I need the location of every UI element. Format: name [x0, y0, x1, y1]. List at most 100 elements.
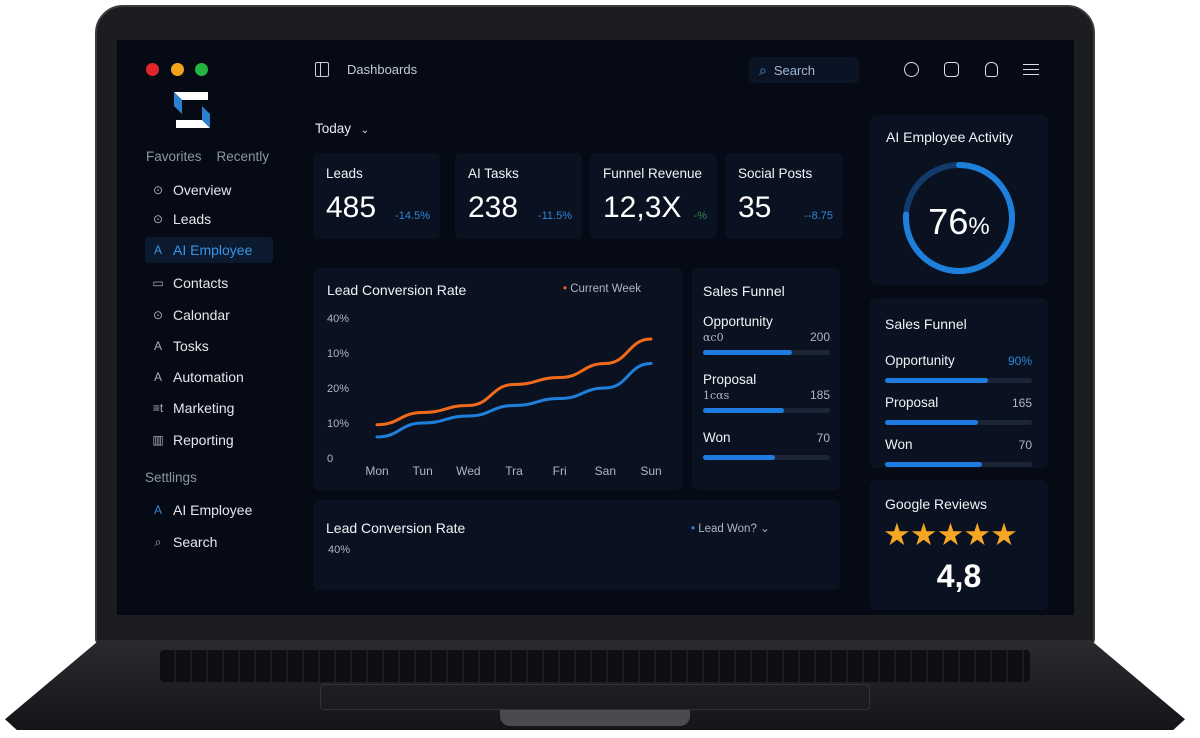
- kpi-change: -11.5%: [537, 210, 572, 222]
- stage-label: Won: [885, 437, 913, 452]
- marketing-icon: ≡t: [152, 401, 164, 415]
- kpi-value: 485: [326, 191, 377, 224]
- chart-legend: • Current Week: [563, 283, 641, 295]
- nav-label: AI Employee: [173, 242, 253, 258]
- nav-label: Reporting: [173, 432, 234, 448]
- nav-label: Calondar: [173, 307, 230, 323]
- sidebar-item-automation[interactable]: A Automation: [145, 364, 250, 390]
- activity-gauge: [903, 162, 1015, 274]
- circle-dot-icon: ⊙: [152, 212, 164, 226]
- nav-label: Automation: [173, 369, 244, 385]
- lead-won-filter[interactable]: • Lead Won? ⌄: [691, 523, 770, 535]
- x-tick-label: San: [595, 464, 616, 478]
- kpi-card[interactable]: Leads 485 -14.5%: [313, 153, 440, 239]
- x-tick-label: Wed: [456, 464, 480, 478]
- stage-label: Proposal: [703, 372, 757, 387]
- kpi-card[interactable]: AI Tasks 238 -11.5%: [455, 153, 582, 239]
- period-label: Today: [315, 121, 352, 136]
- kpi-card[interactable]: Funnel Revenue 12,3X -%: [590, 153, 717, 239]
- search-icon: ⌕: [759, 61, 767, 78]
- kpi-card[interactable]: Social Posts 35 --8.75: [725, 153, 843, 239]
- reviews-title: Google Reviews: [885, 496, 987, 512]
- series-line-current-week: [375, 337, 653, 427]
- app-logo: [174, 92, 210, 128]
- kpi-change: -%: [693, 210, 707, 222]
- tab-recently[interactable]: Recently: [216, 149, 270, 164]
- bottom-chart-card: Lead Conversion Rate 40% • Lead Won? ⌄: [313, 500, 840, 590]
- funnel2-title: Sales Funnel: [885, 316, 967, 332]
- minimize-window-button[interactable]: [171, 63, 184, 76]
- history-icon[interactable]: [904, 62, 919, 77]
- sidebar-item-reporting[interactable]: ▥ Reporting: [145, 427, 240, 453]
- sidebar-item-leads[interactable]: ⊙ Leads: [145, 206, 217, 232]
- close-window-button[interactable]: [146, 63, 159, 76]
- circle-dot-icon: ⊙: [152, 183, 164, 197]
- funnel-stage: Proposal 1cαs 185: [703, 372, 830, 413]
- nav-label: Overview: [173, 182, 232, 198]
- stage-label: Proposal: [885, 395, 939, 410]
- stage-label: Opportunity: [703, 314, 773, 329]
- x-tick-label: Tun: [413, 464, 433, 478]
- settings-heading: Settlings: [145, 470, 197, 485]
- stage-value: 90%: [1007, 354, 1032, 368]
- y-tick-label: 10%: [327, 418, 349, 430]
- x-tick-label: Sun: [640, 464, 661, 478]
- lead-conversion-chart: Lead Conversion Rate • Current Week 40% 1…: [313, 268, 683, 490]
- activity-unit: %: [968, 213, 990, 240]
- legend-label: Current Week: [570, 283, 641, 295]
- ai-icon: A: [153, 243, 162, 257]
- sales-funnel-card: Sales Funnel Opportunity αc0 200 Proposal…: [692, 268, 840, 490]
- notification-bell-icon[interactable]: [985, 62, 998, 77]
- nav-label: Marketing: [173, 400, 235, 416]
- kpi-change: -14.5%: [395, 210, 430, 222]
- ai-icon: A: [153, 503, 162, 517]
- stage-value: 185: [809, 388, 830, 402]
- star-rating-icons: ★★★★★: [883, 517, 1018, 552]
- stage-value: 70: [816, 431, 830, 445]
- sidebar-item-contacts[interactable]: ▭ Contacts: [145, 270, 234, 296]
- funnel-stage: Won 70: [703, 430, 830, 460]
- kpi-label: AI Tasks: [468, 166, 519, 181]
- funnel-stage: Won 70: [885, 437, 1032, 467]
- settings-item-search[interactable]: ⌕ Search: [145, 529, 223, 555]
- stage-progress-bar: [703, 455, 830, 460]
- kpi-change: --8.75: [804, 210, 833, 222]
- ai-activity-card: AI Employee Activity 76%: [870, 115, 1048, 285]
- kpi-value: 35: [738, 191, 772, 224]
- sidebar-item-marketing[interactable]: ≡t Marketing: [145, 395, 240, 421]
- sidebar-item-overview[interactable]: ⊙ Overview: [145, 177, 237, 203]
- y-tick-label: 40%: [327, 313, 349, 325]
- search-input[interactable]: ⌕ Search: [749, 57, 859, 83]
- nav-label: AI Employee: [173, 502, 253, 518]
- sidebar-item-calondar[interactable]: ⊙ Calondar: [145, 302, 236, 328]
- activity-number: 76: [928, 201, 969, 242]
- sidebar-item-tosks[interactable]: A Tosks: [145, 333, 215, 359]
- keyboard: [160, 650, 1030, 682]
- sidebar-toggle-icon[interactable]: [315, 62, 329, 77]
- funnel-stage: Opportunity αc0 200: [703, 314, 830, 355]
- stage-progress-bar: [885, 462, 1032, 467]
- google-reviews-card: Google Reviews ★★★★★ 4,8: [870, 480, 1048, 610]
- period-select[interactable]: Today ⌄: [315, 121, 369, 136]
- stage-value: 200: [809, 330, 830, 344]
- line-chart-svg: 40% 10% 20% 10% 0 Mon Tun Wed Tra Fri San Sun: [327, 313, 662, 478]
- search-placeholder: Search: [773, 62, 816, 78]
- kpi-label: Social Posts: [738, 166, 813, 181]
- contacts-icon: ▭: [152, 276, 164, 290]
- trackpad: [320, 684, 870, 710]
- rating-value: 4,8: [936, 558, 982, 594]
- menu-icon[interactable]: [1023, 64, 1039, 75]
- stage-value: 165: [1011, 396, 1032, 410]
- stage-value: 70: [1018, 438, 1032, 452]
- x-tick-label: Tra: [505, 464, 523, 478]
- settings-icon[interactable]: [944, 62, 959, 77]
- search-icon: ⌕: [154, 534, 162, 549]
- chevron-down-icon: ⌄: [360, 125, 370, 136]
- tab-favorites[interactable]: Favorites: [146, 149, 202, 164]
- maximize-window-button[interactable]: [195, 63, 208, 76]
- kpi-label: Funnel Revenue: [603, 166, 703, 181]
- settings-item-ai-employee[interactable]: A AI Employee: [145, 497, 258, 523]
- dashboard-screen: Favorites Recently ⊙ Overview ⊙ Leads A AI Em…: [117, 40, 1074, 615]
- stage-progress-bar: [703, 350, 830, 355]
- sidebar-item-ai-employee[interactable]: A AI Employee: [145, 237, 273, 263]
